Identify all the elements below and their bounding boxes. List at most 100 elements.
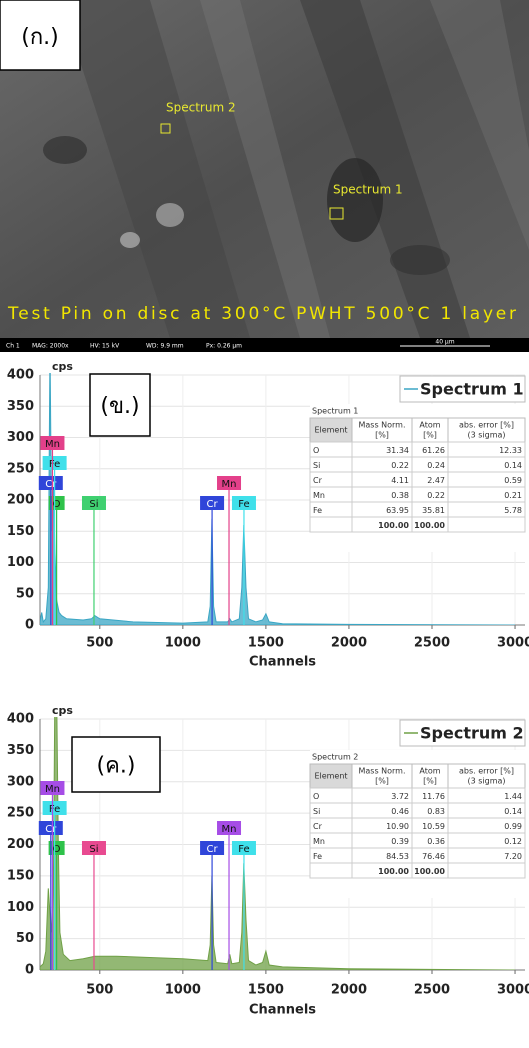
x-tick-label: 3000 xyxy=(497,983,529,998)
table-value: 0.12 xyxy=(504,837,522,846)
table-header: Atom xyxy=(419,767,440,776)
marker-box xyxy=(42,456,67,470)
table-value: Si xyxy=(313,461,320,470)
panel-label: (ก.) xyxy=(21,25,58,50)
marker-label: Fe xyxy=(49,459,60,470)
marker-box xyxy=(42,801,67,815)
spectrum-label: Spectrum 2 xyxy=(166,101,236,115)
table-header: abs. error [%] xyxy=(459,767,514,776)
marker-label: Mn xyxy=(45,439,60,450)
table-header: Mass Norm. xyxy=(358,421,405,430)
x-tick-label: 2500 xyxy=(414,636,450,651)
table-cell xyxy=(447,862,526,879)
table-value: Cr xyxy=(313,822,323,831)
table-value: 1.44 xyxy=(504,792,522,801)
table-title: Spectrum 2 xyxy=(312,753,358,762)
table-value: 0.59 xyxy=(504,476,522,485)
y-tick-label: 0 xyxy=(25,963,34,978)
marker-box xyxy=(200,496,225,510)
table-value: O xyxy=(313,446,319,455)
sem-streak xyxy=(60,0,250,338)
table-header: [%] xyxy=(375,431,389,440)
spectrum-site xyxy=(160,123,171,134)
info-text: Px: 0.26 µm xyxy=(206,343,242,350)
table-value: Mn xyxy=(313,837,325,846)
table-value: 5.78 xyxy=(504,506,522,515)
table-total: 100.00 xyxy=(378,521,409,530)
table-value: 0.39 xyxy=(391,837,409,846)
table-value: 0.36 xyxy=(427,837,445,846)
table-value: 0.24 xyxy=(427,461,445,470)
y-tick-label: 300 xyxy=(7,430,34,445)
marker-box xyxy=(231,496,256,510)
table-cell xyxy=(309,862,353,879)
table-total: 100.00 xyxy=(414,521,445,530)
caption: Test Pin on disc at 300°C PWHT 500°C 1 l… xyxy=(7,304,516,324)
y-tick-label: 200 xyxy=(7,493,34,508)
chart: 0 50 100 150 200 250 300 350 400 500 1000 1500 2000 2… xyxy=(7,360,529,670)
marker-label: Mn xyxy=(222,479,237,490)
table-header: [%] xyxy=(375,777,389,786)
marker-box xyxy=(231,841,256,855)
x-tick-label: 500 xyxy=(86,983,113,998)
y-axis-label: cps xyxy=(52,360,73,373)
y-tick-label: 350 xyxy=(7,743,34,758)
table-value: 2.47 xyxy=(427,476,445,485)
info-text: Ch 1 xyxy=(6,343,20,350)
legend-box xyxy=(399,375,526,403)
x-tick-label: 1000 xyxy=(165,636,201,651)
y-tick-label: 400 xyxy=(7,368,34,383)
sem-blob xyxy=(390,245,450,275)
y-tick-label: 250 xyxy=(7,461,34,476)
marker-label: O xyxy=(53,499,61,510)
table-header-cell xyxy=(411,417,449,443)
marker-label: Cr xyxy=(207,499,219,510)
table-value: 31.34 xyxy=(386,446,409,455)
x-tick-label: 2000 xyxy=(331,636,367,651)
table-value: 10.59 xyxy=(422,822,445,831)
marker-label: Mn xyxy=(222,824,237,835)
y-tick-label: 50 xyxy=(16,586,34,601)
marker-label: Fe xyxy=(238,499,249,510)
marker-box xyxy=(38,476,63,490)
table-title: Spectrum 1 xyxy=(312,407,358,416)
table-value: 11.76 xyxy=(422,792,445,801)
table-value: 61.26 xyxy=(422,446,445,455)
panel-box xyxy=(71,736,161,793)
table-value: 0.21 xyxy=(504,491,522,500)
marker-box xyxy=(40,781,65,795)
legend-label: Spectrum 2 xyxy=(420,724,524,743)
table-value: Cr xyxy=(313,476,323,485)
y-tick-label: 100 xyxy=(7,900,34,915)
marker-label: Si xyxy=(89,844,98,855)
info-text: HV: 15 kV xyxy=(90,343,120,350)
x-tick-label: 1500 xyxy=(248,636,284,651)
panel-label: (ค.) xyxy=(97,754,136,779)
table-value: 0.14 xyxy=(504,461,522,470)
table-header-cell xyxy=(447,417,526,443)
marker-label: Cr xyxy=(207,844,219,855)
marker-label: Fe xyxy=(49,804,60,815)
marker-label: Cr xyxy=(45,479,57,490)
table-header: (3 sigma) xyxy=(467,431,505,440)
y-tick-label: 150 xyxy=(7,524,34,539)
table-cell xyxy=(309,516,353,533)
marker-box xyxy=(81,841,106,855)
x-tick-label: 500 xyxy=(86,636,113,651)
marker-box xyxy=(38,821,63,835)
sem-streak xyxy=(430,0,529,250)
marker-label: Fe xyxy=(238,844,249,855)
y-tick-label: 0 xyxy=(25,618,34,633)
table-header: (3 sigma) xyxy=(467,777,505,786)
table-value: 63.95 xyxy=(386,506,409,515)
panel-label: (ข.) xyxy=(100,394,139,419)
table-value: 76.46 xyxy=(422,852,445,861)
table-header: Element xyxy=(314,426,347,435)
sem-blob xyxy=(43,136,87,164)
marker-label: Mn xyxy=(45,784,60,795)
table-value: 4.11 xyxy=(391,476,409,485)
table-value: O xyxy=(313,792,319,801)
chart: 0 50 100 150 200 250 300 350 400 500 1000 1500 2000 2… xyxy=(7,704,529,1018)
table-value: 12.33 xyxy=(499,446,522,455)
